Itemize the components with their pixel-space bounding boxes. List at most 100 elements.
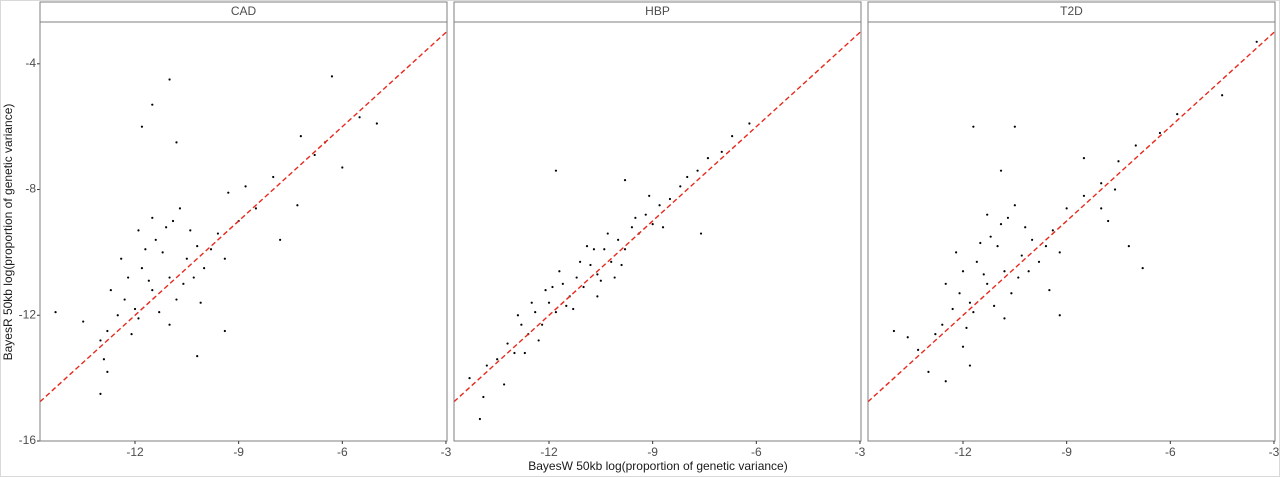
reference-line: [868, 30, 1275, 403]
point: [496, 358, 499, 361]
point: [944, 282, 947, 285]
point: [1113, 188, 1117, 191]
x-tick-label: -9: [1061, 445, 1072, 459]
point: [589, 263, 592, 267]
point: [1037, 260, 1041, 263]
point: [699, 232, 703, 235]
point: [137, 317, 140, 320]
facet-title: CAD: [231, 4, 257, 18]
point: [1058, 314, 1061, 317]
point: [996, 245, 999, 248]
x-tick-label: -6: [1165, 445, 1176, 459]
point: [120, 257, 123, 260]
point: [941, 323, 944, 326]
point: [1013, 125, 1016, 128]
point: [603, 248, 606, 251]
point: [482, 395, 485, 399]
point: [999, 169, 1003, 172]
point: [175, 298, 178, 301]
point: [644, 213, 647, 216]
point: [617, 238, 620, 241]
point: [679, 185, 682, 188]
point: [209, 248, 213, 251]
point: [485, 364, 488, 367]
y-tick-label: -16: [19, 433, 37, 447]
point: [623, 179, 627, 182]
point: [192, 276, 195, 279]
point: [123, 298, 126, 301]
point: [165, 226, 168, 229]
point: [561, 282, 564, 285]
point: [171, 219, 175, 223]
point: [537, 339, 540, 342]
point: [1107, 219, 1110, 223]
point: [299, 135, 302, 138]
point: [189, 229, 192, 232]
point: [168, 323, 171, 326]
point: [731, 135, 734, 138]
point: [502, 383, 506, 386]
point: [199, 301, 202, 304]
point: [951, 307, 954, 311]
point: [592, 248, 596, 251]
point: [585, 245, 589, 248]
x-tick-label: -12: [954, 445, 972, 459]
point: [468, 377, 471, 380]
x-tick-label: -3: [855, 445, 866, 459]
point: [279, 238, 282, 241]
point: [140, 267, 144, 270]
point: [196, 355, 199, 358]
x-tick-label: -9: [233, 445, 244, 459]
point: [634, 216, 637, 219]
point: [706, 157, 710, 160]
point: [161, 251, 164, 254]
point: [572, 307, 575, 311]
point: [1117, 160, 1120, 163]
point: [1020, 254, 1023, 257]
point: [696, 169, 699, 172]
point: [223, 329, 226, 333]
point: [151, 289, 154, 292]
point: [154, 238, 157, 241]
point: [1255, 40, 1258, 43]
panel: [454, 30, 861, 421]
panel-border: [453, 21, 862, 442]
point: [182, 282, 185, 285]
point: [982, 273, 985, 276]
panel: [868, 30, 1275, 403]
point: [168, 78, 171, 81]
point: [1048, 289, 1051, 292]
point: [648, 194, 651, 197]
point: [551, 285, 554, 289]
point: [178, 207, 182, 210]
point: [965, 326, 968, 329]
x-tick-label: -12: [126, 445, 144, 459]
point: [661, 226, 665, 229]
y-tick-label: -12: [19, 307, 37, 321]
panel-border: [39, 21, 448, 442]
point: [1058, 251, 1061, 254]
point: [1006, 216, 1010, 219]
point: [296, 204, 299, 207]
point: [575, 276, 578, 279]
point: [651, 223, 654, 226]
point: [158, 311, 161, 314]
y-axis-title: BayesR 50kb log(proportion of genetic va…: [1, 104, 15, 361]
point: [944, 380, 947, 383]
point: [109, 289, 112, 292]
point: [975, 260, 978, 263]
point: [720, 150, 723, 153]
point: [313, 153, 316, 157]
x-tick-label: -9: [647, 445, 658, 459]
point: [968, 364, 972, 367]
point: [1158, 131, 1162, 135]
point: [1082, 157, 1086, 160]
point: [330, 75, 334, 78]
point: [613, 276, 616, 279]
x-tick-label: -3: [1269, 445, 1280, 459]
x-tick-label: -6: [751, 445, 762, 459]
point: [916, 348, 920, 351]
point: [106, 370, 109, 373]
point: [223, 257, 226, 260]
